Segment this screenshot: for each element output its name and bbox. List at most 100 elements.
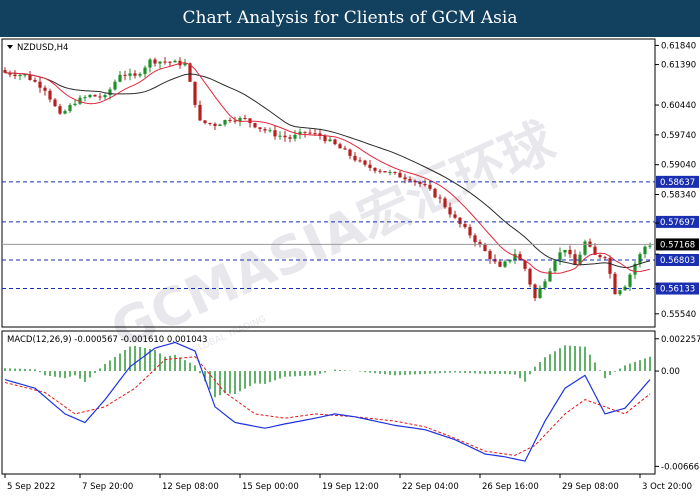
candle-bear: [133, 73, 137, 76]
candle-bear: [598, 254, 602, 258]
candle-bear: [413, 180, 417, 182]
candle-bull: [503, 261, 507, 267]
candle-bull: [538, 287, 542, 299]
candle-bear: [48, 90, 52, 100]
candle-bull: [103, 95, 107, 98]
time-tick-label: 12 Sep 08:00: [162, 482, 219, 492]
candle-bear: [498, 261, 502, 267]
price-tick-label: 0.61840: [661, 41, 696, 51]
candle-bear: [313, 133, 317, 135]
candle-bear: [98, 96, 102, 98]
candle-bull: [88, 94, 92, 98]
candle-bear: [358, 160, 362, 162]
candle-bear: [353, 155, 357, 161]
candle-bear: [303, 131, 307, 133]
candle-bull: [268, 130, 272, 132]
dropdown-triangle-icon: [7, 45, 13, 49]
level-tag: [656, 253, 699, 266]
candle-bull: [293, 134, 297, 139]
candle-bear: [288, 137, 292, 139]
candle-bull: [238, 118, 242, 122]
level-tag: [656, 215, 699, 228]
candle-bull: [618, 290, 622, 295]
candle-bear: [283, 135, 287, 138]
candle-bull: [78, 97, 82, 104]
candle-bull: [388, 171, 392, 173]
candle-bear: [123, 74, 127, 76]
candle-bull: [558, 252, 562, 261]
candle-bull: [83, 97, 87, 99]
time-tick-label: 19 Sep 12:00: [322, 482, 379, 492]
candle-bull: [298, 131, 302, 135]
candle-bull: [218, 124, 222, 127]
candle-bear: [453, 214, 457, 218]
price-pane-title: NZDUSD,H4: [17, 43, 68, 53]
candle-bull: [108, 89, 112, 96]
level-tag-label: 0.58637: [660, 178, 695, 188]
candle-bull: [118, 74, 122, 82]
candle-bear: [533, 284, 537, 299]
macd-line: [4, 341, 651, 462]
chart-stage: GCMASIA宏汇环球 GLOBAL TRADING NZDUSD,H4 MACD…: [0, 37, 700, 500]
candle-bear: [373, 167, 377, 171]
candle-bull: [183, 63, 187, 66]
moving-average-slow: [4, 72, 651, 269]
level-tag-label: 0.57697: [660, 218, 695, 228]
candle-bear: [43, 87, 47, 91]
candle-bear: [378, 170, 382, 172]
candle-bear: [488, 251, 492, 260]
candle-bear: [58, 106, 62, 114]
candle-bull: [148, 59, 152, 68]
candle-bear: [93, 94, 97, 97]
candle-bull: [173, 60, 177, 63]
time-tick-label: 7 Sep 20:00: [82, 482, 133, 492]
candle-bull: [648, 245, 652, 247]
candle-bear: [573, 254, 577, 265]
candle-bear: [228, 120, 232, 122]
time-tick-label: 22 Sep 04:00: [402, 482, 459, 492]
price-tick-label: 0.60440: [661, 101, 696, 111]
candle-bull: [633, 263, 637, 275]
candle-bull: [158, 61, 162, 64]
candle-bear: [233, 120, 237, 122]
time-tick-label: 5 Sep 2022: [7, 482, 55, 492]
candle-bull: [68, 105, 72, 112]
candle-bear: [168, 61, 172, 63]
candle-bear: [338, 144, 342, 149]
candle-bear: [468, 227, 472, 236]
time-tick-label: 15 Sep 00:00: [242, 482, 299, 492]
candle-bull: [223, 120, 227, 125]
price-tick-label: 0.61390: [661, 61, 696, 71]
candle-bull: [583, 241, 587, 255]
price-tick-label: 0.58340: [661, 191, 696, 201]
candle-bear: [593, 246, 597, 255]
candle-bear: [208, 122, 212, 124]
candle-bear: [518, 254, 522, 261]
candle-bear: [243, 118, 247, 120]
candle-bull: [643, 246, 647, 255]
candle-bull: [73, 103, 77, 106]
candle-bull: [128, 73, 132, 76]
candle-bear: [458, 217, 462, 224]
candle-bull: [553, 260, 557, 272]
candle-bear: [483, 244, 487, 252]
candle-bear: [478, 242, 482, 245]
candle-bear: [428, 184, 432, 189]
candle-bear: [263, 129, 267, 131]
candle-bear: [153, 59, 157, 64]
candle-bear: [333, 139, 337, 145]
candle-bull: [638, 254, 642, 264]
candle-bear: [38, 81, 42, 88]
candle-bear: [473, 235, 477, 243]
candle-bear: [28, 74, 32, 80]
candle-bull: [508, 259, 512, 262]
price-pane-frame: [1, 38, 656, 328]
level-tag-label: 0.56803: [660, 256, 695, 266]
candle-bear: [193, 81, 197, 105]
candle-bear: [33, 79, 37, 82]
price-tick-label: 0.59740: [661, 131, 696, 141]
candle-bear: [393, 171, 397, 173]
macd-pane-frame: [1, 330, 656, 475]
